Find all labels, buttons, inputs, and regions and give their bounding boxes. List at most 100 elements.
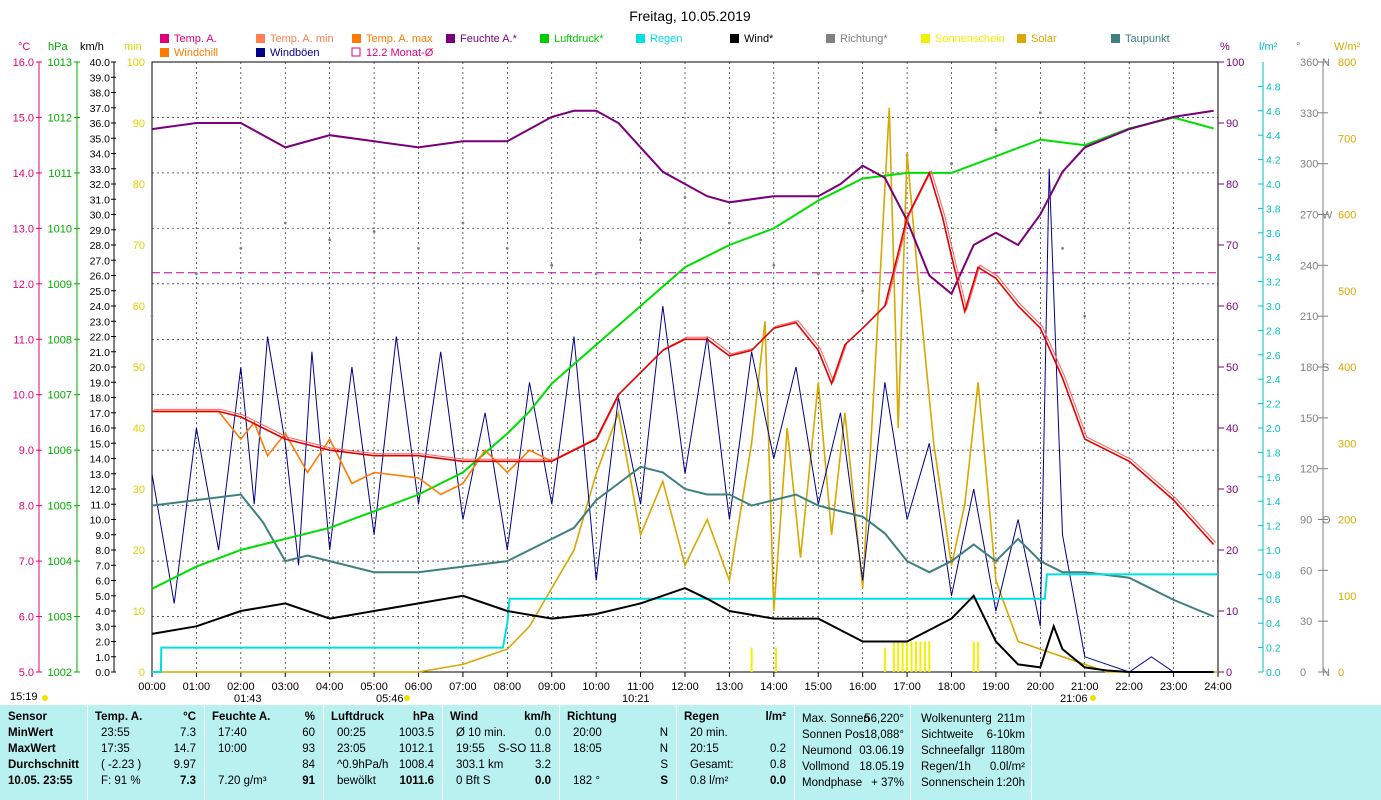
dir-tick-label: 120 — [1300, 464, 1318, 476]
stats-hum-value: 60 — [302, 727, 315, 739]
stats-panel: Sensor MinWert MaxWert Durchschnitt 10.0… — [0, 705, 1381, 800]
stats-press-label: 23:05 — [337, 743, 366, 755]
rain-tick-label: 4.8 — [1266, 81, 1281, 93]
stats-wind-value: 0.0 — [535, 775, 551, 787]
rain-tick-label: 3.6 — [1266, 228, 1281, 240]
legend-swatch — [256, 48, 265, 57]
hum-tick-label: 70 — [1226, 240, 1238, 252]
series-line — [151, 109, 1214, 296]
sunshine-bar — [892, 641, 895, 672]
wind-tick-label: 20.0 — [90, 362, 111, 374]
stats-temp-value: 9.97 — [173, 759, 196, 771]
wind-tick-label: 35.0 — [90, 133, 111, 145]
marker-label: 01:43 — [234, 693, 262, 705]
axis-unit-min: min — [124, 41, 142, 53]
wind-tick-label: 32.0 — [90, 179, 111, 191]
legend-label: Windböen — [270, 47, 320, 59]
stats-hum-unit: % — [304, 711, 315, 723]
time-tick-label: 11:00 — [627, 681, 654, 693]
direction-point — [1083, 314, 1087, 318]
press-tick-label: 1012 — [48, 112, 72, 124]
stats-press-value: 1012.1 — [398, 743, 434, 755]
stats-misc-value: 6-10km — [986, 729, 1025, 741]
legend-swatch — [256, 34, 265, 43]
series-line-temp-shadow — [154, 169, 1216, 543]
temp-tick-label: 9.0 — [19, 445, 34, 457]
stats-temp-value: 7.3 — [180, 727, 196, 739]
axis-unit-dir: ° — [1296, 41, 1300, 53]
rain-tick-label: 3.2 — [1266, 277, 1281, 289]
time-tick-label: 00:00 — [138, 681, 166, 693]
minutes-tick-label: 40 — [133, 423, 145, 435]
stats-astro-label: Mondphase — [802, 777, 863, 789]
legend-label: Windchill — [174, 47, 218, 59]
stats-dir-value: N — [659, 743, 668, 755]
hum-tick-label: 80 — [1226, 179, 1238, 191]
series-line — [152, 107, 1218, 673]
direction-point — [461, 221, 465, 225]
sun-marker — [1090, 695, 1096, 701]
time-tick-label: 19:00 — [982, 681, 1010, 693]
stats-hum-value: 91 — [302, 775, 315, 787]
solar-tick-label: 800 — [1338, 57, 1356, 69]
rain-tick-label: 1.0 — [1266, 545, 1281, 557]
stats-dir-label: 18:05 — [573, 743, 602, 755]
stats-sensor-row: MaxWert — [8, 743, 56, 755]
temp-tick-label: 12.0 — [13, 279, 34, 291]
stats-sensor-row: Durchschnitt — [8, 759, 79, 771]
axis-unit-rain: l/m² — [1259, 41, 1278, 53]
wind-tick-label: 2.0 — [95, 637, 110, 649]
stats-misc-label: Sonnenschein — [921, 777, 994, 789]
time-tick-label: 09:00 — [538, 681, 566, 693]
direction-point — [239, 246, 243, 250]
wind-tick-label: 19.0 — [90, 377, 111, 389]
legend-label: 12.2 Monat-Ø — [366, 47, 434, 59]
stats-sensor-column: Sensor MinWert MaxWert Durchschnitt 10.0… — [0, 705, 88, 800]
time-tick-label: 22:00 — [1115, 681, 1143, 693]
wind-tick-label: 34.0 — [90, 149, 111, 161]
wind-tick-label: 21.0 — [90, 347, 111, 359]
temp-tick-label: 16.0 — [13, 57, 34, 69]
dir-tick-label: 60 — [1300, 565, 1312, 577]
sunshine-bar — [977, 641, 980, 672]
stats-misc-value: 211m — [997, 713, 1025, 725]
stats-hum-label: 17:40 — [218, 727, 247, 739]
legend-swatch — [540, 34, 549, 43]
dir-tick-label: 30 — [1300, 616, 1312, 628]
press-tick-label: 1005 — [48, 501, 72, 513]
sunshine-bar — [914, 641, 917, 672]
legend-swatch — [351, 47, 361, 57]
temp-tick-label: 14.0 — [13, 168, 34, 180]
marker-label: 15:19 — [10, 691, 38, 703]
stats-press-value: 1008.4 — [398, 759, 434, 771]
stats-wind-label: 19:55 — [456, 743, 485, 755]
series-line — [151, 116, 1214, 590]
direction-point — [950, 162, 953, 166]
stats-rain-column: Regen l/m² 20 min. 20:15 0.2 Gesamt: 0.8 0.8 l/… — [676, 705, 795, 800]
temp-tick-label: 8.0 — [19, 501, 34, 513]
legend-swatch — [1017, 34, 1026, 43]
wind-tick-label: 31.0 — [90, 194, 111, 206]
wind-tick-label: 27.0 — [90, 255, 111, 267]
stats-astro-label: Max. Sonnen — [802, 713, 870, 725]
stats-rain-value: 0.2 — [770, 743, 786, 755]
legend-label: Temp. A. min — [270, 33, 334, 45]
direction-point — [1038, 111, 1042, 115]
minutes-tick-label: 90 — [133, 118, 145, 130]
dir-tick-label: 150 — [1300, 413, 1318, 425]
minutes-tick-label: 70 — [133, 240, 145, 252]
time-tick-label: 08:00 — [494, 681, 522, 693]
direction-point — [195, 272, 198, 276]
stats-temp-label: 23:55 — [101, 727, 130, 739]
temp-tick-label: 7.0 — [19, 556, 34, 568]
stats-astro-label: Vollmond — [802, 761, 850, 773]
stats-temp-unit: °C — [183, 711, 196, 723]
hum-tick-label: 100 — [1226, 57, 1244, 69]
wind-tick-label: 15.0 — [90, 438, 111, 450]
rain-tick-label: 3.8 — [1266, 203, 1281, 215]
stats-astro-value: 56,220° — [864, 713, 904, 725]
wind-tick-label: 26.0 — [90, 271, 111, 283]
sun-marker — [42, 695, 48, 701]
series-line — [151, 587, 1214, 673]
dir-letter-label: S — [1322, 362, 1329, 374]
